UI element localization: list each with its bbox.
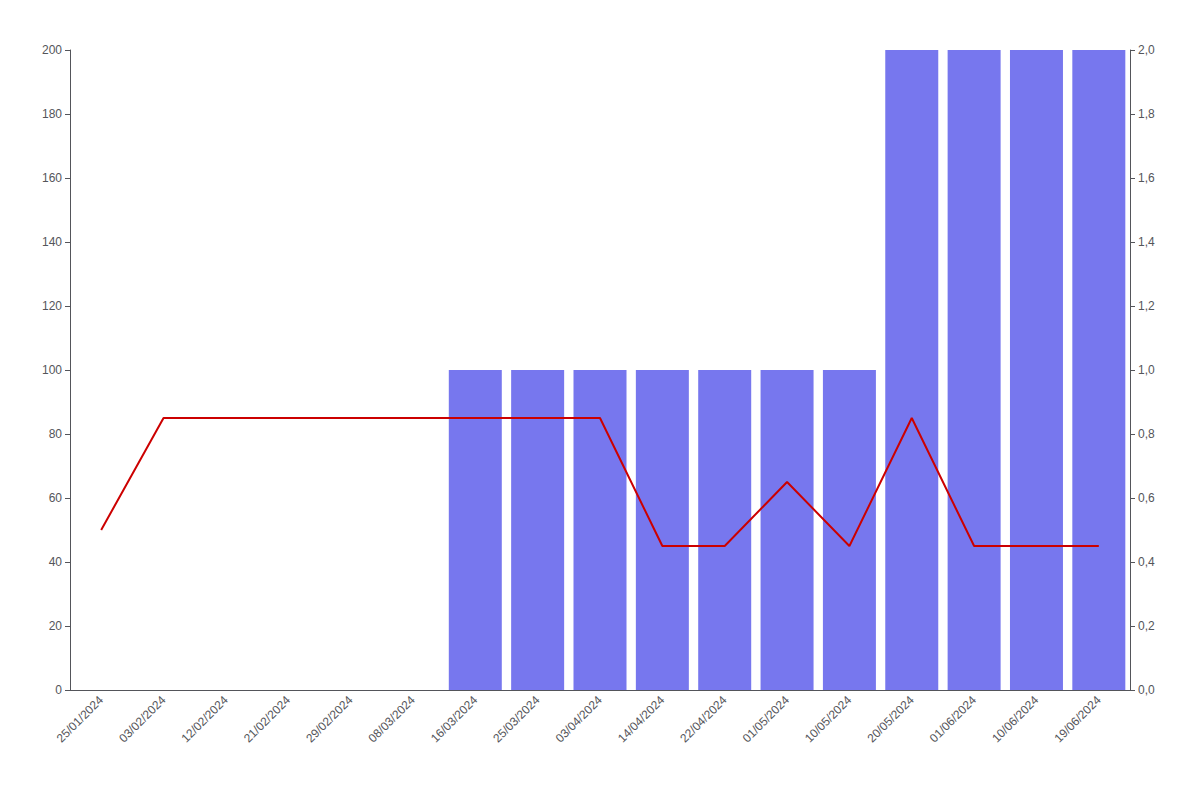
svg-text:60: 60 — [49, 491, 63, 505]
svg-text:0,0: 0,0 — [1138, 683, 1155, 697]
svg-text:22/04/2024: 22/04/2024 — [677, 693, 730, 746]
svg-text:100: 100 — [42, 363, 62, 377]
svg-text:03/02/2024: 03/02/2024 — [116, 693, 169, 746]
svg-text:25/01/2024: 25/01/2024 — [54, 693, 107, 746]
svg-text:0: 0 — [55, 683, 62, 697]
svg-text:1,2: 1,2 — [1138, 299, 1155, 313]
svg-text:01/05/2024: 01/05/2024 — [740, 693, 793, 746]
svg-text:0,8: 0,8 — [1138, 427, 1155, 441]
svg-text:21/02/2024: 21/02/2024 — [241, 693, 294, 746]
svg-text:29/02/2024: 29/02/2024 — [303, 693, 356, 746]
svg-text:40: 40 — [49, 555, 63, 569]
svg-text:2,0: 2,0 — [1138, 43, 1155, 57]
svg-text:10/05/2024: 10/05/2024 — [802, 693, 855, 746]
svg-text:10/06/2024: 10/06/2024 — [989, 693, 1042, 746]
svg-text:16/03/2024: 16/03/2024 — [428, 693, 481, 746]
svg-text:0,2: 0,2 — [1138, 619, 1155, 633]
svg-text:0,4: 0,4 — [1138, 555, 1155, 569]
svg-text:01/06/2024: 01/06/2024 — [927, 693, 980, 746]
svg-text:25/03/2024: 25/03/2024 — [490, 693, 543, 746]
svg-text:1,8: 1,8 — [1138, 107, 1155, 121]
svg-text:180: 180 — [42, 107, 62, 121]
svg-text:08/03/2024: 08/03/2024 — [366, 693, 419, 746]
svg-text:1,0: 1,0 — [1138, 363, 1155, 377]
svg-text:0,6: 0,6 — [1138, 491, 1155, 505]
svg-text:12/02/2024: 12/02/2024 — [179, 693, 232, 746]
svg-text:19/06/2024: 19/06/2024 — [1051, 693, 1104, 746]
svg-text:03/04/2024: 03/04/2024 — [553, 693, 606, 746]
svg-text:20/05/2024: 20/05/2024 — [864, 693, 917, 746]
svg-text:20: 20 — [49, 619, 63, 633]
svg-text:120: 120 — [42, 299, 62, 313]
svg-text:200: 200 — [42, 43, 62, 57]
svg-text:1,4: 1,4 — [1138, 235, 1155, 249]
svg-text:80: 80 — [49, 427, 63, 441]
svg-text:1,6: 1,6 — [1138, 171, 1155, 185]
svg-text:160: 160 — [42, 171, 62, 185]
svg-text:140: 140 — [42, 235, 62, 249]
svg-text:14/04/2024: 14/04/2024 — [615, 693, 668, 746]
